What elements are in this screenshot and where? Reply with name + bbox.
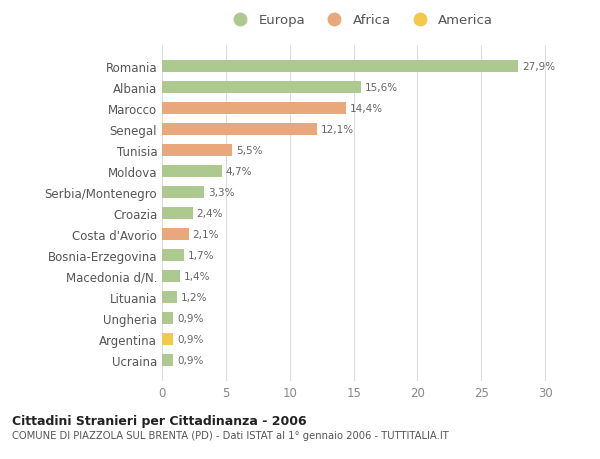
Text: 1,4%: 1,4% <box>184 271 210 281</box>
Bar <box>162 103 346 114</box>
Bar <box>162 354 173 366</box>
Bar <box>162 166 222 177</box>
Text: 1,2%: 1,2% <box>181 292 208 302</box>
Text: 5,5%: 5,5% <box>236 146 263 156</box>
Bar <box>162 187 204 198</box>
Bar <box>162 250 184 261</box>
Text: 1,7%: 1,7% <box>188 250 214 260</box>
Text: 14,4%: 14,4% <box>350 104 383 114</box>
Bar <box>162 313 173 324</box>
Bar <box>162 291 178 303</box>
Bar <box>162 124 317 135</box>
Legend: Europa, Africa, America: Europa, Africa, America <box>221 9 499 33</box>
Text: 0,9%: 0,9% <box>178 334 204 344</box>
Bar <box>162 333 173 345</box>
Bar <box>162 207 193 219</box>
Text: 3,3%: 3,3% <box>208 188 235 197</box>
Text: 2,4%: 2,4% <box>196 208 223 218</box>
Bar <box>162 270 180 282</box>
Text: 15,6%: 15,6% <box>365 83 398 93</box>
Text: COMUNE DI PIAZZOLA SUL BRENTA (PD) - Dati ISTAT al 1° gennaio 2006 - TUTTITALIA.: COMUNE DI PIAZZOLA SUL BRENTA (PD) - Dat… <box>12 431 449 440</box>
Bar <box>162 82 361 94</box>
Text: 12,1%: 12,1% <box>320 125 353 134</box>
Bar <box>162 229 189 240</box>
Text: 0,9%: 0,9% <box>178 355 204 365</box>
Text: 2,1%: 2,1% <box>193 230 219 239</box>
Text: 0,9%: 0,9% <box>178 313 204 323</box>
Text: 4,7%: 4,7% <box>226 167 253 177</box>
Bar <box>162 61 518 73</box>
Text: Cittadini Stranieri per Cittadinanza - 2006: Cittadini Stranieri per Cittadinanza - 2… <box>12 414 307 428</box>
Text: 27,9%: 27,9% <box>522 62 556 72</box>
Bar <box>162 145 232 157</box>
